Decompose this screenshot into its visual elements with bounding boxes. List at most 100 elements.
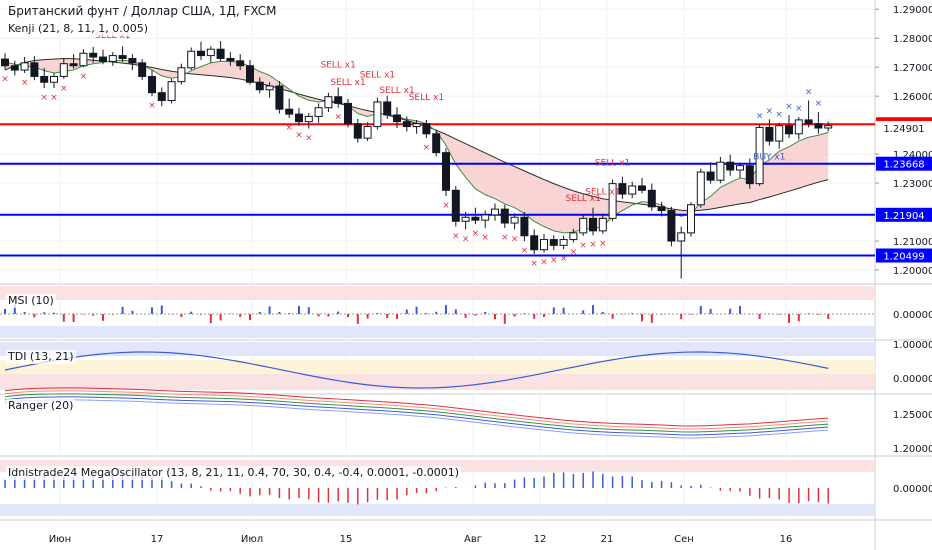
tdi-lower-zone [0, 374, 875, 390]
cross-marker: × [334, 113, 342, 123]
x-tick-label: Июн [49, 534, 71, 545]
candle-body [785, 125, 793, 135]
ranger-tick-label: 1.25000 [893, 410, 932, 421]
candle-body [549, 239, 558, 246]
cross-marker: × [285, 123, 293, 133]
cross-marker: × [560, 254, 568, 264]
mega-tick-label: 0.00000 [893, 484, 932, 495]
cross-marker: × [295, 131, 303, 141]
candle-body [451, 189, 460, 222]
chart-title: Британский фунт / Доллар США, 1Д, FXCM [6, 4, 279, 18]
price-label-box [876, 156, 932, 171]
y-tick-label: 1.21000 [893, 237, 932, 248]
cross-marker: × [599, 239, 607, 249]
candle-body [520, 216, 529, 237]
candle-body [569, 232, 578, 241]
candle-body [402, 121, 411, 128]
candle-body [393, 114, 401, 123]
candle-body [598, 217, 607, 232]
candle-body [314, 107, 323, 117]
x-tick-label: 17 [151, 534, 164, 545]
candle-body [295, 113, 303, 123]
cross-marker: × [305, 134, 313, 144]
candle-body [226, 57, 235, 62]
sell-signal-label: SELL x1 [95, 31, 130, 41]
candle-body [500, 208, 509, 224]
indicator-title-kenji: Kenji (21, 8, 11, 1, 0.005) [6, 22, 151, 36]
cross-marker: × [795, 104, 803, 114]
price-label-box [876, 120, 932, 135]
pane-title-ranger: Ranger (20) [6, 399, 76, 413]
candle-body [442, 152, 450, 191]
y-tick-label: 1.28000 [893, 34, 932, 45]
y-tick-label: 1.27000 [893, 63, 932, 74]
candle-body [187, 50, 196, 69]
candle-body [197, 50, 205, 57]
candle-body [275, 85, 284, 110]
candle-body [89, 52, 98, 58]
sell-signal-label: SELL x1 [330, 78, 365, 88]
candle-body [491, 208, 499, 216]
price-label-text: 1.24901 [883, 124, 924, 135]
cross-marker: × [785, 102, 793, 112]
candle-body [255, 81, 264, 91]
candle-body [471, 216, 480, 221]
candle-body [667, 210, 676, 242]
candle-body [265, 85, 274, 91]
msi-oversold-zone [0, 326, 875, 338]
candle-body [373, 101, 382, 128]
candle-body [736, 165, 744, 171]
cross-marker: × [481, 233, 489, 243]
candle-body [30, 62, 39, 77]
candle-body [246, 65, 254, 83]
cross-marker: × [511, 234, 519, 244]
tdi-mid-zone [0, 360, 875, 374]
cross-marker: × [589, 240, 597, 250]
y-tick-label: 1.26000 [893, 92, 932, 103]
candle-body [167, 81, 176, 101]
candle-body [69, 63, 78, 67]
candle-body [128, 57, 137, 64]
candle-body [687, 204, 695, 234]
candle-body [216, 48, 225, 59]
candle-body [334, 96, 343, 104]
x-tick-label: 12 [534, 534, 547, 545]
cross-marker: × [60, 84, 68, 94]
candle-body [148, 75, 156, 94]
sell-signal-label: SELL x1 [595, 159, 630, 169]
cross-marker: × [472, 229, 480, 239]
x-tick-label: 15 [340, 534, 353, 545]
candle-body [755, 126, 764, 185]
cross-marker: × [521, 246, 529, 256]
cross-marker: × [540, 258, 548, 268]
kenji-cloud [5, 58, 829, 233]
candle-body [608, 183, 617, 219]
x-tick-label: Авг [464, 534, 482, 545]
x-tick-label: 16 [780, 534, 793, 545]
candle-body [706, 171, 715, 181]
candle-body [59, 63, 68, 77]
candle-body [236, 60, 245, 67]
sell-signal-label: SELL x1 [360, 71, 395, 81]
x-tick-label: Июл [241, 534, 263, 545]
candle-body [824, 125, 833, 129]
msi-overbought-zone [0, 286, 875, 300]
cross-marker: × [530, 259, 538, 269]
candle-body [775, 125, 784, 142]
y-tick-label: 1.20000 [893, 266, 932, 277]
candle-body [324, 96, 333, 109]
candle-body [510, 216, 519, 224]
price-label-box [876, 248, 932, 263]
candle-body [422, 123, 431, 135]
candle-body [657, 206, 666, 212]
cross-marker: × [442, 201, 450, 211]
candle-body [353, 123, 362, 139]
candle-body [628, 185, 637, 195]
ranger-band-line [4, 387, 829, 427]
x-tick-label: Сен [674, 534, 694, 545]
candle-body [589, 217, 597, 232]
candle-body [20, 62, 29, 71]
candle-body [79, 52, 88, 67]
sell-signal-label: SELL x1 [566, 194, 601, 204]
